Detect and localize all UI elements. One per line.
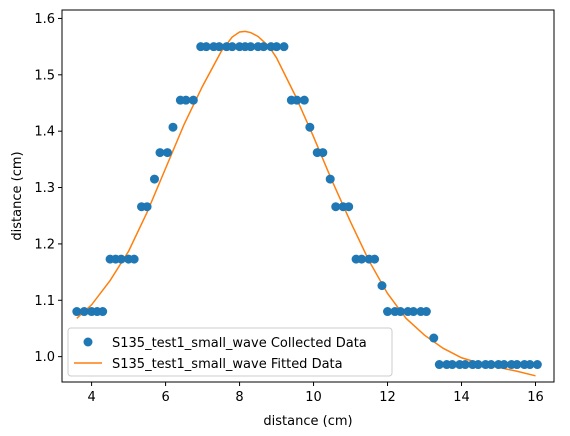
data-point bbox=[460, 360, 470, 370]
data-point bbox=[214, 42, 224, 52]
data-point bbox=[292, 95, 302, 105]
data-point bbox=[377, 281, 387, 291]
data-point bbox=[72, 307, 82, 317]
data-point bbox=[142, 202, 152, 212]
data-point bbox=[408, 307, 418, 317]
y-axis: 1.0 1.1 1.2 1.3 1.4 1.5 1.6 bbox=[34, 12, 62, 365]
y-axis-label: distance (cm) bbox=[10, 151, 25, 240]
data-point bbox=[168, 122, 178, 132]
data-point bbox=[155, 148, 165, 158]
data-point bbox=[331, 202, 341, 212]
legend-scatter-marker bbox=[83, 337, 93, 347]
fitted-curve bbox=[76, 30, 536, 377]
data-point bbox=[162, 148, 172, 158]
data-point bbox=[129, 254, 139, 264]
data-point bbox=[512, 360, 522, 370]
y-tick-label: 1.4 bbox=[34, 125, 55, 140]
data-point bbox=[272, 42, 282, 52]
x-tick-label: 10 bbox=[305, 390, 322, 405]
y-tick-label: 1.2 bbox=[34, 237, 55, 252]
data-point bbox=[499, 360, 509, 370]
data-point bbox=[246, 42, 256, 52]
data-point bbox=[447, 360, 457, 370]
data-point bbox=[188, 95, 198, 105]
data-point bbox=[279, 42, 289, 52]
data-point bbox=[434, 360, 444, 370]
data-point bbox=[318, 148, 328, 158]
data-point bbox=[383, 307, 393, 317]
x-axis-label: distance (cm) bbox=[263, 414, 352, 429]
y-tick-label: 1.1 bbox=[34, 294, 55, 309]
data-point bbox=[532, 360, 542, 370]
data-point bbox=[429, 333, 439, 343]
y-tick-label: 1.5 bbox=[34, 68, 55, 83]
data-point bbox=[305, 122, 315, 132]
data-point bbox=[473, 360, 483, 370]
data-point bbox=[325, 174, 335, 184]
data-point bbox=[299, 95, 309, 105]
data-point bbox=[421, 307, 431, 317]
data-point bbox=[149, 174, 159, 184]
data-point bbox=[98, 307, 108, 317]
x-axis: 4 6 8 10 12 14 16 bbox=[87, 382, 544, 405]
y-tick-label: 1.0 bbox=[34, 350, 55, 365]
x-tick-label: 12 bbox=[379, 390, 396, 405]
data-point bbox=[181, 95, 191, 105]
data-point bbox=[259, 42, 269, 52]
x-tick-label: 8 bbox=[235, 390, 243, 405]
x-tick-label: 16 bbox=[527, 390, 544, 405]
y-tick-label: 1.6 bbox=[34, 12, 55, 27]
data-point bbox=[486, 360, 496, 370]
plot-area bbox=[72, 30, 542, 377]
data-point bbox=[370, 254, 380, 264]
x-tick-label: 6 bbox=[161, 390, 169, 405]
x-tick-label: 14 bbox=[453, 390, 470, 405]
legend-entry-fitted: S135_test1_small_wave Fitted Data bbox=[112, 357, 343, 372]
legend: S135_test1_small_wave Collected Data S13… bbox=[67, 327, 393, 377]
data-point bbox=[395, 307, 405, 317]
legend-box bbox=[67, 327, 393, 377]
data-point bbox=[201, 42, 211, 52]
data-point bbox=[344, 202, 354, 212]
x-tick-label: 4 bbox=[87, 390, 95, 405]
data-point bbox=[525, 360, 535, 370]
data-point bbox=[116, 254, 126, 264]
data-point bbox=[79, 307, 89, 317]
legend-entry-collected: S135_test1_small_wave Collected Data bbox=[112, 336, 367, 351]
data-point bbox=[357, 254, 367, 264]
data-point bbox=[227, 42, 237, 52]
axes-frame bbox=[61, 9, 555, 383]
y-tick-label: 1.3 bbox=[34, 181, 55, 196]
